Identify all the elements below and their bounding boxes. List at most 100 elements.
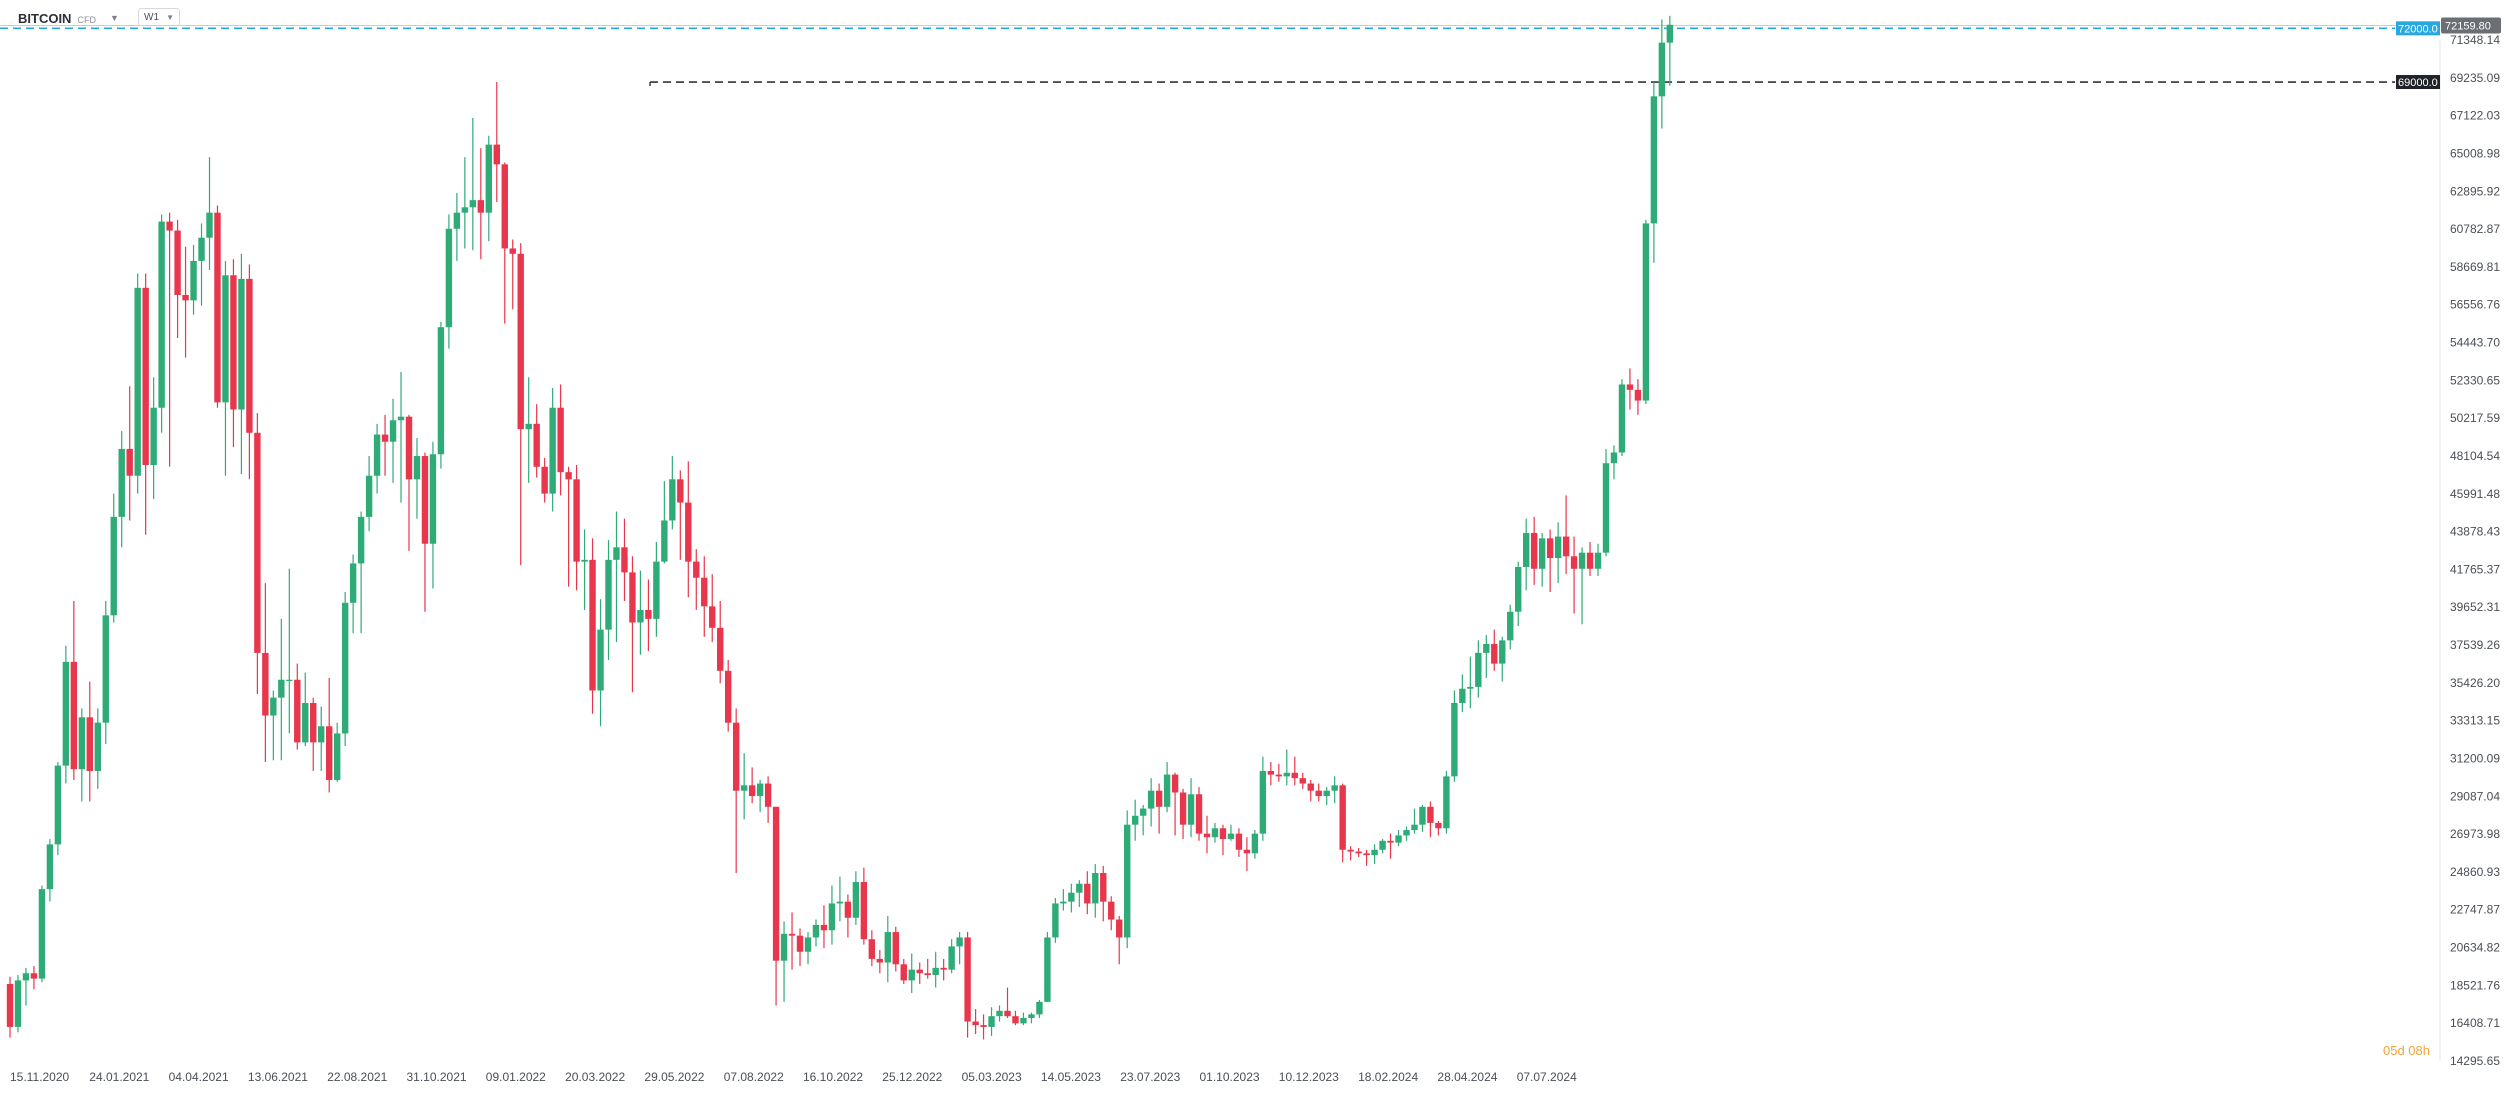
candle-body: [964, 937, 971, 1022]
candle: [541, 457, 548, 503]
candle: [1291, 756, 1298, 786]
candle-body: [589, 559, 596, 691]
candle-body: [294, 679, 301, 743]
candle: [1076, 880, 1083, 908]
candle: [908, 953, 915, 993]
candle-body: [1435, 822, 1442, 829]
candle: [421, 452, 429, 612]
candle: [118, 430, 125, 548]
price-axis[interactable]: 71348.14 69235.09 67122.03 65008.98 62895.92…: [2450, 33, 2500, 1068]
candle: [1634, 379, 1642, 415]
candle-body: [956, 937, 963, 947]
candle: [238, 253, 245, 474]
candle: [230, 259, 237, 448]
candle-body: [38, 889, 46, 979]
candle: [589, 538, 596, 714]
price-tick-label: 16408.71: [2450, 1016, 2500, 1030]
candle: [1475, 640, 1482, 698]
candle-body: [1451, 703, 1458, 777]
candle-body: [940, 967, 947, 970]
candle-body: [1499, 640, 1506, 664]
price-tick-label: 14295.65: [2450, 1054, 2500, 1068]
candle-body: [637, 609, 644, 623]
candle-body: [1554, 536, 1562, 559]
candle-body: [1084, 883, 1091, 904]
candle: [860, 867, 868, 945]
candle-body: [429, 454, 437, 544]
candle-body: [581, 559, 588, 562]
candle-body: [1419, 806, 1426, 825]
candle: [1618, 379, 1626, 457]
candle-body: [1371, 849, 1378, 856]
candle: [86, 681, 93, 802]
candle: [1578, 547, 1586, 625]
candle: [286, 568, 293, 734]
candle-body: [1036, 1001, 1043, 1015]
last-price-badge: 72159.80: [2441, 17, 2501, 34]
candle: [262, 583, 269, 763]
candle: [932, 951, 939, 988]
candle-body: [1179, 792, 1187, 825]
price-badges: 72000.0 69000.0 72159.80: [2396, 17, 2501, 90]
candle: [1092, 864, 1099, 918]
candle: [852, 871, 860, 925]
date-tick-label: 10.12.2023: [1279, 1070, 1339, 1084]
candle-body: [198, 237, 205, 261]
time-axis[interactable]: 15.11.2020 24.01.2021 04.04.2021 13.06.2021…: [10, 1070, 1577, 1084]
candle: [1219, 824, 1227, 856]
candle: [1427, 801, 1434, 838]
candle: [964, 932, 971, 1038]
candle: [142, 273, 149, 535]
candle-body: [1020, 1017, 1027, 1024]
candle-body: [661, 520, 668, 562]
candle: [812, 919, 820, 947]
candle-body: [1028, 1014, 1035, 1018]
candle: [1626, 368, 1634, 410]
candle-body: [1323, 790, 1330, 797]
candle-body: [1586, 552, 1594, 569]
symbol-selector[interactable]: BITCOIN CFD ▼: [18, 8, 119, 28]
candle-body: [1642, 223, 1650, 401]
candle: [1610, 445, 1618, 480]
candle-body: [509, 248, 516, 254]
candle: [1060, 889, 1067, 911]
candle: [693, 549, 700, 610]
candle-body: [1570, 556, 1578, 569]
candle-body: [828, 903, 836, 931]
candle: [1299, 772, 1306, 789]
candle-body: [653, 561, 660, 619]
candle: [1100, 865, 1107, 922]
candle: [413, 438, 421, 519]
candle-body: [286, 679, 293, 681]
candle-body: [820, 924, 828, 931]
candle-body: [772, 806, 780, 961]
candle-body: [182, 294, 189, 301]
price-tick-label: 41765.37: [2450, 562, 2500, 576]
candle-body: [557, 407, 564, 473]
candle: [804, 932, 812, 965]
candle: [629, 556, 636, 693]
candle-body: [1307, 783, 1314, 791]
candle: [1602, 448, 1610, 557]
candle: [1347, 846, 1354, 861]
candle-body: [1243, 849, 1251, 854]
candle-body: [748, 785, 756, 797]
candle-body: [1044, 937, 1051, 1002]
candle: [1187, 778, 1195, 838]
candle: [924, 958, 931, 979]
candle-body: [190, 260, 197, 301]
candle: [988, 1007, 995, 1036]
candle: [70, 601, 78, 780]
level-badge-bg: [2396, 21, 2440, 36]
candle: [389, 398, 397, 483]
candle-body: [6, 983, 14, 1027]
candle-body: [1131, 815, 1139, 825]
candle-body: [1235, 833, 1243, 850]
candle-body: [988, 1016, 995, 1027]
candle-body: [796, 935, 804, 952]
candle-body: [1538, 538, 1546, 569]
candle-body: [254, 432, 261, 653]
candle: [397, 371, 405, 503]
candle: [445, 214, 453, 349]
